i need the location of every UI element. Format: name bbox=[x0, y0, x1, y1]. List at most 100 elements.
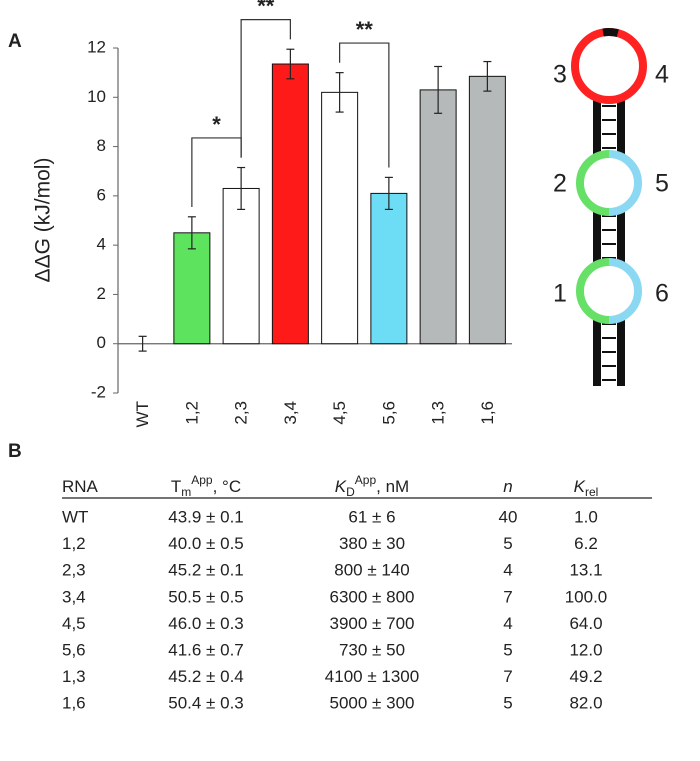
table-cell: 50.5 ± 0.5 bbox=[168, 587, 244, 606]
table-header: TmApp, °C bbox=[171, 473, 241, 499]
table-cell: 40.0 ± 0.5 bbox=[168, 534, 244, 553]
significance-bracket bbox=[240, 19, 291, 158]
table-cell: 46.0 ± 0.3 bbox=[168, 614, 244, 633]
table-cell: 4 bbox=[503, 614, 512, 633]
table-cell: 40 bbox=[499, 507, 518, 526]
table-cell: 4100 ± 1300 bbox=[325, 667, 419, 686]
header-sub: D bbox=[346, 485, 355, 499]
x-tick-label: 5,6 bbox=[379, 401, 398, 425]
table-cell: 6300 ± 800 bbox=[330, 587, 415, 606]
table-cell: 5 bbox=[503, 640, 512, 659]
table-cell: 7 bbox=[503, 587, 512, 606]
significance-bracket bbox=[339, 42, 390, 168]
table-cell: 64.0 bbox=[569, 614, 602, 633]
loop-label: 5 bbox=[655, 170, 669, 198]
y-axis-label: ΔΔG (kJ/mol) bbox=[32, 158, 55, 283]
error-bar bbox=[483, 60, 492, 92]
table-cell: 1,2 bbox=[62, 534, 86, 553]
loop-arc bbox=[608, 28, 647, 104]
table-cell: 5,6 bbox=[62, 640, 86, 659]
y-tick-label: 2 bbox=[97, 284, 106, 303]
loop-arc bbox=[608, 150, 642, 216]
loop-arc bbox=[571, 28, 610, 104]
table-cell: 1.0 bbox=[574, 507, 598, 526]
significance-label: ** bbox=[257, 0, 275, 18]
table-cell: 41.6 ± 0.7 bbox=[168, 640, 244, 659]
loop-arc bbox=[602, 28, 619, 38]
header-sup: App bbox=[355, 473, 377, 487]
header-sup: App bbox=[191, 473, 213, 487]
table-cell: 6.2 bbox=[574, 534, 598, 553]
bar bbox=[370, 192, 408, 345]
table-cell: 3,4 bbox=[62, 587, 86, 606]
bar bbox=[321, 91, 359, 345]
table-cell: 1,3 bbox=[62, 667, 86, 686]
bar bbox=[468, 75, 506, 345]
table-header: Krel bbox=[574, 477, 599, 499]
y-tick-label: 0 bbox=[97, 333, 106, 352]
table-cell: WT bbox=[62, 507, 88, 526]
y-tick-label: 12 bbox=[87, 37, 106, 56]
error-bar bbox=[434, 65, 443, 114]
header-text: K bbox=[335, 477, 347, 496]
table-cell: 3900 ± 700 bbox=[330, 614, 415, 633]
loop-label: 2 bbox=[553, 170, 567, 198]
panel-label: A bbox=[8, 31, 22, 52]
bar bbox=[222, 187, 260, 345]
bar bbox=[271, 63, 309, 345]
error-bar bbox=[138, 335, 147, 352]
table-cell: 50.4 ± 0.3 bbox=[168, 694, 244, 713]
x-tick-label: 2,3 bbox=[232, 401, 251, 425]
table-cell: 82.0 bbox=[569, 694, 602, 713]
table-header: n bbox=[503, 477, 512, 496]
significance-label: ** bbox=[356, 17, 374, 42]
loop-arc bbox=[608, 258, 642, 324]
x-tick-label: 3,4 bbox=[281, 401, 300, 425]
header-sub: rel bbox=[585, 485, 598, 499]
table-header: KDApp, nM bbox=[335, 473, 409, 499]
header-text: n bbox=[503, 477, 512, 496]
table-cell: 4 bbox=[503, 561, 512, 580]
bar bbox=[173, 232, 211, 345]
table-cell: 5000 ± 300 bbox=[330, 694, 415, 713]
header-text: K bbox=[574, 477, 586, 496]
loop-arc bbox=[576, 258, 610, 324]
table-cell: 49.2 bbox=[569, 667, 602, 686]
x-tick-label: 1,6 bbox=[478, 401, 497, 425]
error-bar bbox=[286, 48, 295, 80]
table-cell: 100.0 bbox=[565, 587, 608, 606]
x-tick-label: WT bbox=[133, 401, 152, 427]
loop-label: 4 bbox=[655, 61, 669, 89]
y-tick-label: 8 bbox=[97, 136, 106, 155]
table-cell: 12.0 bbox=[569, 640, 602, 659]
header-text: T bbox=[171, 477, 181, 496]
header-suffix: , °C bbox=[213, 477, 242, 496]
y-tick-label: -2 bbox=[91, 382, 106, 401]
panel-label: B bbox=[8, 441, 22, 462]
table-cell: 380 ± 30 bbox=[339, 534, 405, 553]
x-tick-label: 1,2 bbox=[182, 401, 201, 425]
y-tick-label: 10 bbox=[87, 87, 106, 106]
x-tick-label: 4,5 bbox=[330, 401, 349, 425]
header-text: RNA bbox=[62, 477, 99, 496]
table-cell: 45.2 ± 0.4 bbox=[168, 667, 244, 686]
bar bbox=[419, 89, 457, 345]
loop-arc bbox=[576, 150, 610, 216]
error-bar bbox=[187, 216, 196, 250]
significance-label: * bbox=[212, 112, 221, 137]
header-sub: m bbox=[181, 485, 191, 499]
error-bar bbox=[384, 176, 393, 211]
table-cell: 800 ± 140 bbox=[334, 561, 410, 580]
table-cell: 5 bbox=[503, 694, 512, 713]
table-header: RNA bbox=[62, 477, 99, 496]
table-cell: 4,5 bbox=[62, 614, 86, 633]
table-cell: 5 bbox=[503, 534, 512, 553]
loop-label: 6 bbox=[655, 280, 669, 308]
error-bar bbox=[237, 166, 246, 211]
table-cell: 7 bbox=[503, 667, 512, 686]
table-cell: 61 ± 6 bbox=[348, 507, 395, 526]
y-tick-label: 6 bbox=[97, 185, 106, 204]
table-cell: 45.2 ± 0.1 bbox=[168, 561, 244, 580]
error-bar bbox=[335, 72, 344, 113]
